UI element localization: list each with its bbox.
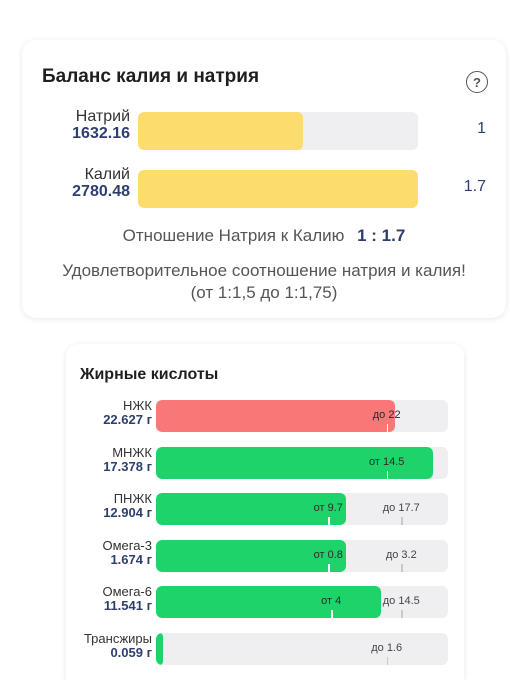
verdict-message: Удовлетворительное соотношение натрия и … (62, 261, 466, 280)
norm-min-label: от 14.5 (368, 455, 405, 468)
norm-tick (386, 470, 389, 479)
fatty-acid-value: 0.059 г (110, 644, 152, 660)
fatty-acid-name: ПНЖК (113, 491, 152, 506)
sodium-bar-track (138, 112, 418, 150)
verdict-range: (от 1:1,5 до 1:1,75) (190, 283, 338, 302)
fatty-acid-row: Омега-6 11.541 г от 4 до 14.5 (66, 584, 464, 620)
fatty-acid-bar-fill (156, 400, 396, 432)
norm-tick (331, 610, 333, 618)
fatty-acid-value: 11.541 г (103, 598, 152, 613)
fatty-acid-value: 12.904 г (103, 505, 152, 520)
fatty-acids-card: Жирные кислоты НЖК 22.627 г до 22 МНЖК 17.37… (66, 344, 464, 680)
fatty-acid-name: МНЖК (112, 444, 152, 460)
norm-tick (386, 656, 389, 665)
ratio-label: Отношение Натрия к Калию (122, 226, 345, 245)
fatty-acid-bar-track: от 0.8 до 3.2 (156, 539, 448, 572)
sodium-value: 1632.16 (72, 125, 130, 142)
sodium-ratio: 1 (477, 120, 486, 137)
norm-max-label: до 22 (372, 409, 401, 421)
norm-max-label: до 1.6 (371, 641, 403, 654)
norm-tick (401, 563, 403, 572)
potassium-ratio: 1.7 (463, 178, 486, 195)
fatty-acid-name: НЖК (123, 398, 152, 413)
potassium-sodium-balance-card: Баланс калия и натрия ? Натрий 1632.16 1… (22, 40, 506, 318)
question-circle-icon[interactable]: ? (466, 71, 488, 93)
card-title: Жирные кислоты (80, 366, 219, 383)
norm-tick (401, 517, 403, 525)
fatty-acid-bar-fill (156, 632, 164, 665)
ratio-value: 1 : 1.7 (357, 226, 406, 245)
fatty-acid-row: ПНЖК 12.904 г от 9.7 до 17.7 (66, 491, 464, 527)
ratio-summary: Отношение Натрия к Калию 1 : 1.7 (22, 226, 506, 246)
norm-min-label: от 9.7 (313, 502, 343, 514)
fatty-acid-row: Трансжиры 0.059 г до 1.6 (66, 631, 464, 667)
fatty-acid-bar-track: до 22 (156, 400, 448, 432)
potassium-row: Калий 2780.48 1.7 (22, 166, 506, 210)
fatty-acid-bar-track: от 14.5 (156, 446, 448, 479)
fatty-acid-bar-track: от 4 до 14.5 (156, 586, 448, 618)
fatty-acid-row: НЖК 22.627 г до 22 (66, 398, 464, 434)
sodium-label: Натрий (75, 108, 130, 125)
norm-max-label: до 14.5 (382, 595, 420, 607)
ratio-verdict: Удовлетворительное соотношение натрия и … (30, 260, 498, 304)
potassium-bar-fill (138, 170, 418, 208)
norm-max-label: до 17.7 (382, 502, 420, 514)
norm-max-label: до 3.2 (385, 548, 417, 561)
norm-tick (386, 424, 389, 432)
fatty-acid-value: 22.627 г (103, 412, 152, 427)
fatty-acid-name: Трансжиры (83, 630, 152, 646)
potassium-bar-track (138, 170, 418, 208)
norm-tick (328, 517, 330, 525)
norm-min-label: от 4 (321, 595, 342, 607)
sodium-row: Натрий 1632.16 1 (22, 108, 506, 152)
fatty-acid-name: Омега-6 (102, 584, 152, 599)
norm-min-label: от 0.8 (313, 548, 343, 561)
fatty-acid-row: Омега-3 1.674 г от 0.8 до 3.2 (66, 538, 464, 574)
fatty-acid-value: 17.378 г (103, 458, 152, 474)
norm-tick (401, 610, 403, 618)
fatty-acid-bar-fill (156, 539, 346, 572)
fatty-acid-name: Омега-3 (102, 537, 152, 553)
norm-tick (328, 563, 330, 572)
fatty-acid-bar-fill (156, 493, 346, 525)
potassium-value: 2780.48 (72, 183, 130, 200)
fatty-acid-bar-track: от 9.7 до 17.7 (156, 493, 448, 525)
sodium-bar-fill (138, 112, 304, 150)
card-title: Баланс калия и натрия (42, 66, 260, 87)
fatty-acid-bar-track: до 1.6 (156, 632, 448, 665)
fatty-acid-value: 1.674 г (110, 551, 152, 567)
potassium-label: Калий (84, 166, 130, 183)
fatty-acid-row: МНЖК 17.378 г от 14.5 (66, 445, 464, 481)
fatty-acid-bar-fill (156, 586, 381, 618)
